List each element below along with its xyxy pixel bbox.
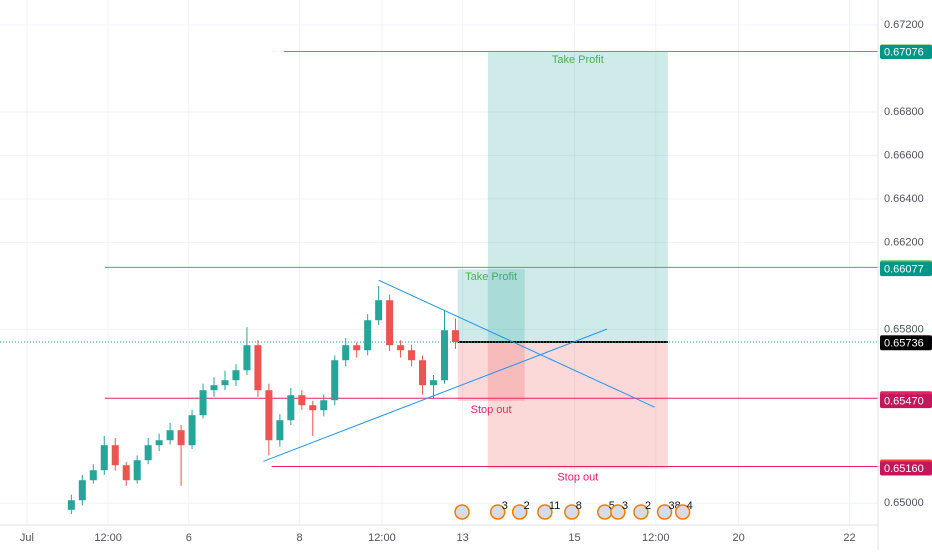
- take-profit-label: Take Profit: [552, 54, 604, 66]
- event-icon[interactable]: [674, 504, 691, 520]
- event-icon[interactable]: [633, 504, 649, 520]
- candle-body: [419, 360, 427, 386]
- event-count: 11: [549, 500, 560, 512]
- candle-body: [265, 390, 273, 441]
- y-tick-label: 0.67200: [884, 19, 924, 31]
- candle-body: [364, 320, 372, 351]
- candle-body: [397, 345, 405, 351]
- event-icon[interactable]: [511, 504, 528, 520]
- y-tick-label: 0.66200: [884, 236, 924, 248]
- event-count: 8: [576, 500, 582, 512]
- candle-body: [386, 300, 394, 346]
- candle-body: [89, 470, 97, 481]
- candle-body: [451, 330, 459, 342]
- candles: [67, 285, 459, 515]
- event-icon[interactable]: [610, 504, 626, 520]
- profit-zone: [457, 269, 525, 342]
- price-tag: [880, 44, 932, 59]
- y-tick-label: 0.66600: [884, 149, 924, 161]
- candle-body: [67, 500, 75, 510]
- candle-body: [254, 345, 262, 391]
- candle-body: [440, 330, 448, 381]
- event-icon[interactable]: [656, 504, 673, 520]
- candle-body: [78, 480, 86, 501]
- trend-line: [378, 279, 655, 408]
- stop-label: Stop out: [557, 471, 598, 483]
- price-tag: [880, 394, 932, 409]
- x-tick-label: 22: [843, 532, 855, 544]
- candle-body: [144, 445, 152, 461]
- candle-body: [232, 370, 240, 381]
- take-profit-label: Take Profit: [465, 271, 517, 283]
- x-tick-label: 8: [297, 532, 303, 544]
- candle-body: [331, 360, 339, 401]
- x-tick-label: 20: [732, 532, 744, 544]
- stop-label: Stop out: [471, 404, 512, 416]
- profit-zone: [487, 51, 668, 342]
- candle-body: [408, 350, 416, 361]
- x-tick-label: 12:00: [94, 532, 122, 544]
- event-count: 5: [609, 500, 615, 512]
- price-tag-label: 0.66077: [884, 264, 924, 276]
- price-tag-label: 0.65160: [884, 463, 924, 475]
- candle-body: [375, 300, 383, 321]
- price-tag: [880, 336, 932, 351]
- drawings: Take Profit Stop out Take Profit Stop out: [0, 51, 878, 483]
- x-tick-label: 13: [456, 532, 468, 544]
- candle-body: [111, 445, 119, 466]
- axes: 0.67200 0.66800 0.66600 0.66400 0.66200 0.658…: [20, 19, 932, 544]
- event-icon[interactable]: [454, 504, 470, 520]
- y-tick-label: 0.65000: [884, 497, 924, 509]
- candle-body: [298, 395, 306, 406]
- y-tick-label: 0.66400: [884, 193, 924, 205]
- loss-zone: [457, 341, 525, 402]
- candle-body: [342, 345, 350, 361]
- candle-body: [210, 385, 218, 391]
- event-icon[interactable]: [537, 504, 553, 520]
- event-count: 4: [687, 500, 693, 512]
- trend-line: [263, 328, 608, 462]
- candle-body: [353, 345, 361, 351]
- candle-body: [199, 390, 207, 416]
- candle-body: [166, 430, 174, 441]
- x-tick-label: 15: [568, 532, 580, 544]
- candle-body: [320, 400, 328, 411]
- grid: [0, 0, 878, 525]
- candle-body: [177, 430, 185, 446]
- candle-body: [133, 460, 141, 481]
- event-icon[interactable]: [489, 504, 506, 520]
- candle-body: [287, 395, 295, 421]
- candle-body: [221, 380, 229, 386]
- y-tick-label: 0.65800: [884, 323, 924, 335]
- loss-zone: [487, 341, 668, 469]
- price-tag-label: 0.67076: [884, 46, 924, 58]
- candle-body: [188, 415, 196, 446]
- candle-body: [276, 420, 284, 441]
- event-count: 2: [645, 500, 651, 512]
- candle-body: [155, 440, 163, 446]
- candle-body: [309, 405, 317, 411]
- candle-body: [100, 445, 108, 471]
- price-tag: [880, 461, 932, 476]
- price-tag: [880, 262, 932, 277]
- event-count: 3: [622, 500, 628, 512]
- price-tag-label: 0.65470: [884, 395, 924, 407]
- candle-body: [243, 345, 251, 371]
- event-icon[interactable]: [564, 504, 580, 520]
- candle-body: [122, 465, 130, 481]
- y-tick-label: 0.66800: [884, 106, 924, 118]
- x-tick-label: 6: [186, 532, 192, 544]
- price-tag-label: 0.65736: [884, 338, 924, 350]
- event-count: 2: [524, 500, 530, 512]
- candle-body: [430, 380, 438, 386]
- x-tick-label: 12:00: [642, 532, 670, 544]
- x-tick-label: Jul: [20, 532, 34, 544]
- event-count: 3: [502, 500, 508, 512]
- x-tick-label: 12:00: [368, 532, 396, 544]
